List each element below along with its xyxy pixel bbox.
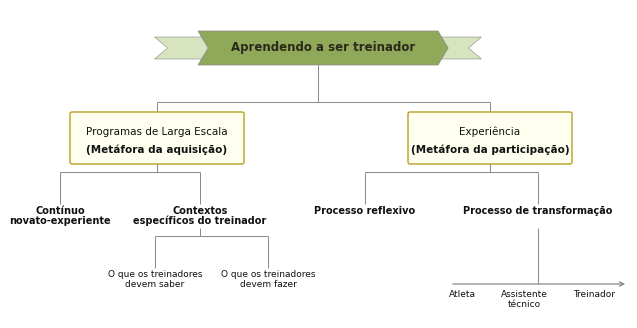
- Text: O que os treinadores: O que os treinadores: [221, 270, 315, 279]
- Text: Atleta: Atleta: [448, 290, 475, 299]
- Text: técnico: técnico: [508, 300, 541, 309]
- Text: novato-experiente: novato-experiente: [9, 216, 111, 226]
- FancyBboxPatch shape: [70, 112, 244, 164]
- Text: (Metáfora da participação): (Metáfora da participação): [411, 145, 569, 155]
- Text: Contextos: Contextos: [173, 206, 227, 216]
- Text: (Metáfora da aquisição): (Metáfora da aquisição): [87, 145, 227, 155]
- Text: Processo de transformação: Processo de transformação: [463, 206, 613, 216]
- Text: Experiência: Experiência: [459, 127, 520, 137]
- Text: O que os treinadores: O que os treinadores: [108, 270, 203, 279]
- Text: devem saber: devem saber: [125, 280, 185, 289]
- Text: Contínuo: Contínuo: [35, 206, 85, 216]
- Text: devem fazer: devem fazer: [240, 280, 296, 289]
- Polygon shape: [155, 37, 214, 59]
- Text: Aprendendo a ser treinador: Aprendendo a ser treinador: [231, 42, 415, 54]
- Text: Processo reflexivo: Processo reflexivo: [315, 206, 415, 216]
- Text: Assistente: Assistente: [501, 290, 547, 299]
- Text: específicos do treinador: específicos do treinador: [133, 216, 267, 227]
- Polygon shape: [198, 31, 448, 65]
- Text: Treinador: Treinador: [573, 290, 615, 299]
- FancyBboxPatch shape: [408, 112, 572, 164]
- Text: Programas de Larga Escala: Programas de Larga Escala: [86, 127, 228, 137]
- Polygon shape: [422, 37, 482, 59]
